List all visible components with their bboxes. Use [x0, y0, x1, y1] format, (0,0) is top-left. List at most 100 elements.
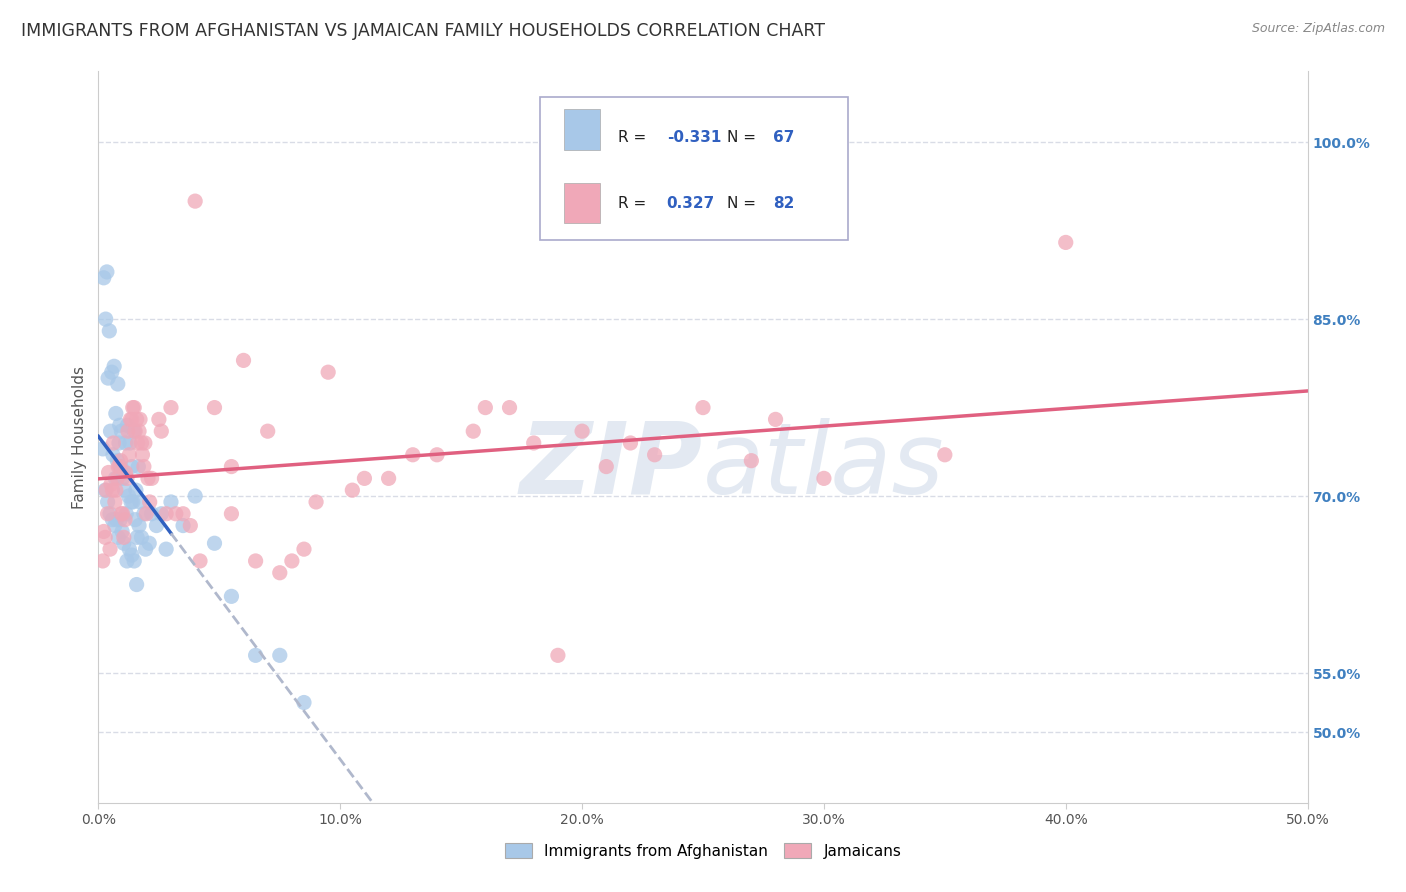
Point: [155, 542, 177, 557]
Point: [114, 466, 136, 480]
Point: [110, 424, 132, 438]
Point: [91, 554, 114, 568]
Point: [115, 507, 138, 521]
Point: [108, 436, 131, 450]
Text: atlas: atlas: [703, 417, 945, 515]
Point: [353, 471, 375, 485]
Point: [463, 424, 485, 438]
Point: [160, 495, 183, 509]
Point: [105, 513, 128, 527]
Point: [115, 471, 138, 485]
Point: [131, 436, 153, 450]
Point: [108, 513, 131, 527]
Point: [188, 554, 211, 568]
Point: [813, 471, 835, 485]
Point: [245, 648, 267, 663]
Point: [132, 507, 155, 521]
Point: [108, 459, 131, 474]
FancyBboxPatch shape: [564, 183, 600, 224]
Point: [141, 471, 163, 485]
Point: [112, 536, 135, 550]
Point: [127, 436, 149, 450]
Point: [114, 513, 136, 527]
Point: [595, 459, 617, 474]
Text: R =: R =: [619, 129, 651, 145]
Point: [91, 442, 114, 456]
Point: [292, 696, 315, 710]
Point: [148, 412, 170, 426]
Text: 0.327: 0.327: [666, 195, 716, 211]
Point: [105, 471, 128, 485]
Point: [112, 530, 135, 544]
Point: [98, 507, 121, 521]
Text: N =: N =: [727, 129, 761, 145]
Point: [740, 453, 762, 467]
Point: [118, 489, 141, 503]
Point: [204, 401, 226, 415]
Point: [121, 548, 143, 562]
Point: [179, 518, 201, 533]
Point: [93, 270, 115, 285]
Point: [221, 590, 243, 604]
Point: [692, 401, 714, 415]
Point: [96, 483, 118, 498]
Point: [305, 495, 328, 509]
Point: [165, 507, 187, 521]
Point: [184, 194, 207, 208]
Point: [94, 312, 117, 326]
Point: [104, 471, 127, 485]
Point: [172, 507, 194, 521]
Point: [547, 648, 569, 663]
Point: [172, 518, 194, 533]
Point: [136, 471, 159, 485]
Point: [377, 471, 399, 485]
FancyBboxPatch shape: [564, 110, 600, 150]
Point: [150, 507, 173, 521]
Point: [269, 648, 291, 663]
Point: [281, 554, 304, 568]
Point: [125, 412, 148, 426]
Point: [245, 554, 267, 568]
Point: [104, 495, 127, 509]
Point: [121, 401, 143, 415]
Point: [619, 436, 641, 450]
Point: [104, 407, 127, 421]
Point: [101, 483, 124, 498]
Point: [129, 412, 152, 426]
Point: [103, 359, 125, 374]
Point: [129, 495, 152, 509]
Point: [94, 530, 117, 544]
Point: [97, 371, 120, 385]
Point: [131, 448, 153, 462]
Text: 67: 67: [773, 129, 794, 145]
Text: ZIP: ZIP: [520, 417, 703, 515]
Point: [184, 489, 207, 503]
Point: [105, 453, 128, 467]
Point: [117, 424, 139, 438]
Point: [100, 365, 122, 379]
Point: [765, 412, 787, 426]
Point: [934, 448, 956, 462]
Point: [127, 459, 149, 474]
Point: [342, 483, 364, 498]
Point: [96, 265, 118, 279]
Point: [110, 453, 132, 467]
Point: [101, 448, 124, 462]
Point: [104, 483, 127, 498]
Text: Source: ZipAtlas.com: Source: ZipAtlas.com: [1251, 22, 1385, 36]
Point: [127, 530, 149, 544]
Text: -0.331: -0.331: [666, 129, 721, 145]
Point: [292, 542, 315, 557]
Point: [121, 495, 143, 509]
Point: [402, 448, 425, 462]
FancyBboxPatch shape: [540, 97, 848, 240]
Y-axis label: Family Households: Family Households: [72, 366, 87, 508]
Point: [111, 507, 134, 521]
Point: [221, 459, 243, 474]
Point: [122, 554, 145, 568]
Point: [107, 530, 129, 544]
Point: [100, 477, 122, 491]
Point: [125, 577, 148, 591]
Point: [138, 536, 160, 550]
Point: [426, 448, 449, 462]
